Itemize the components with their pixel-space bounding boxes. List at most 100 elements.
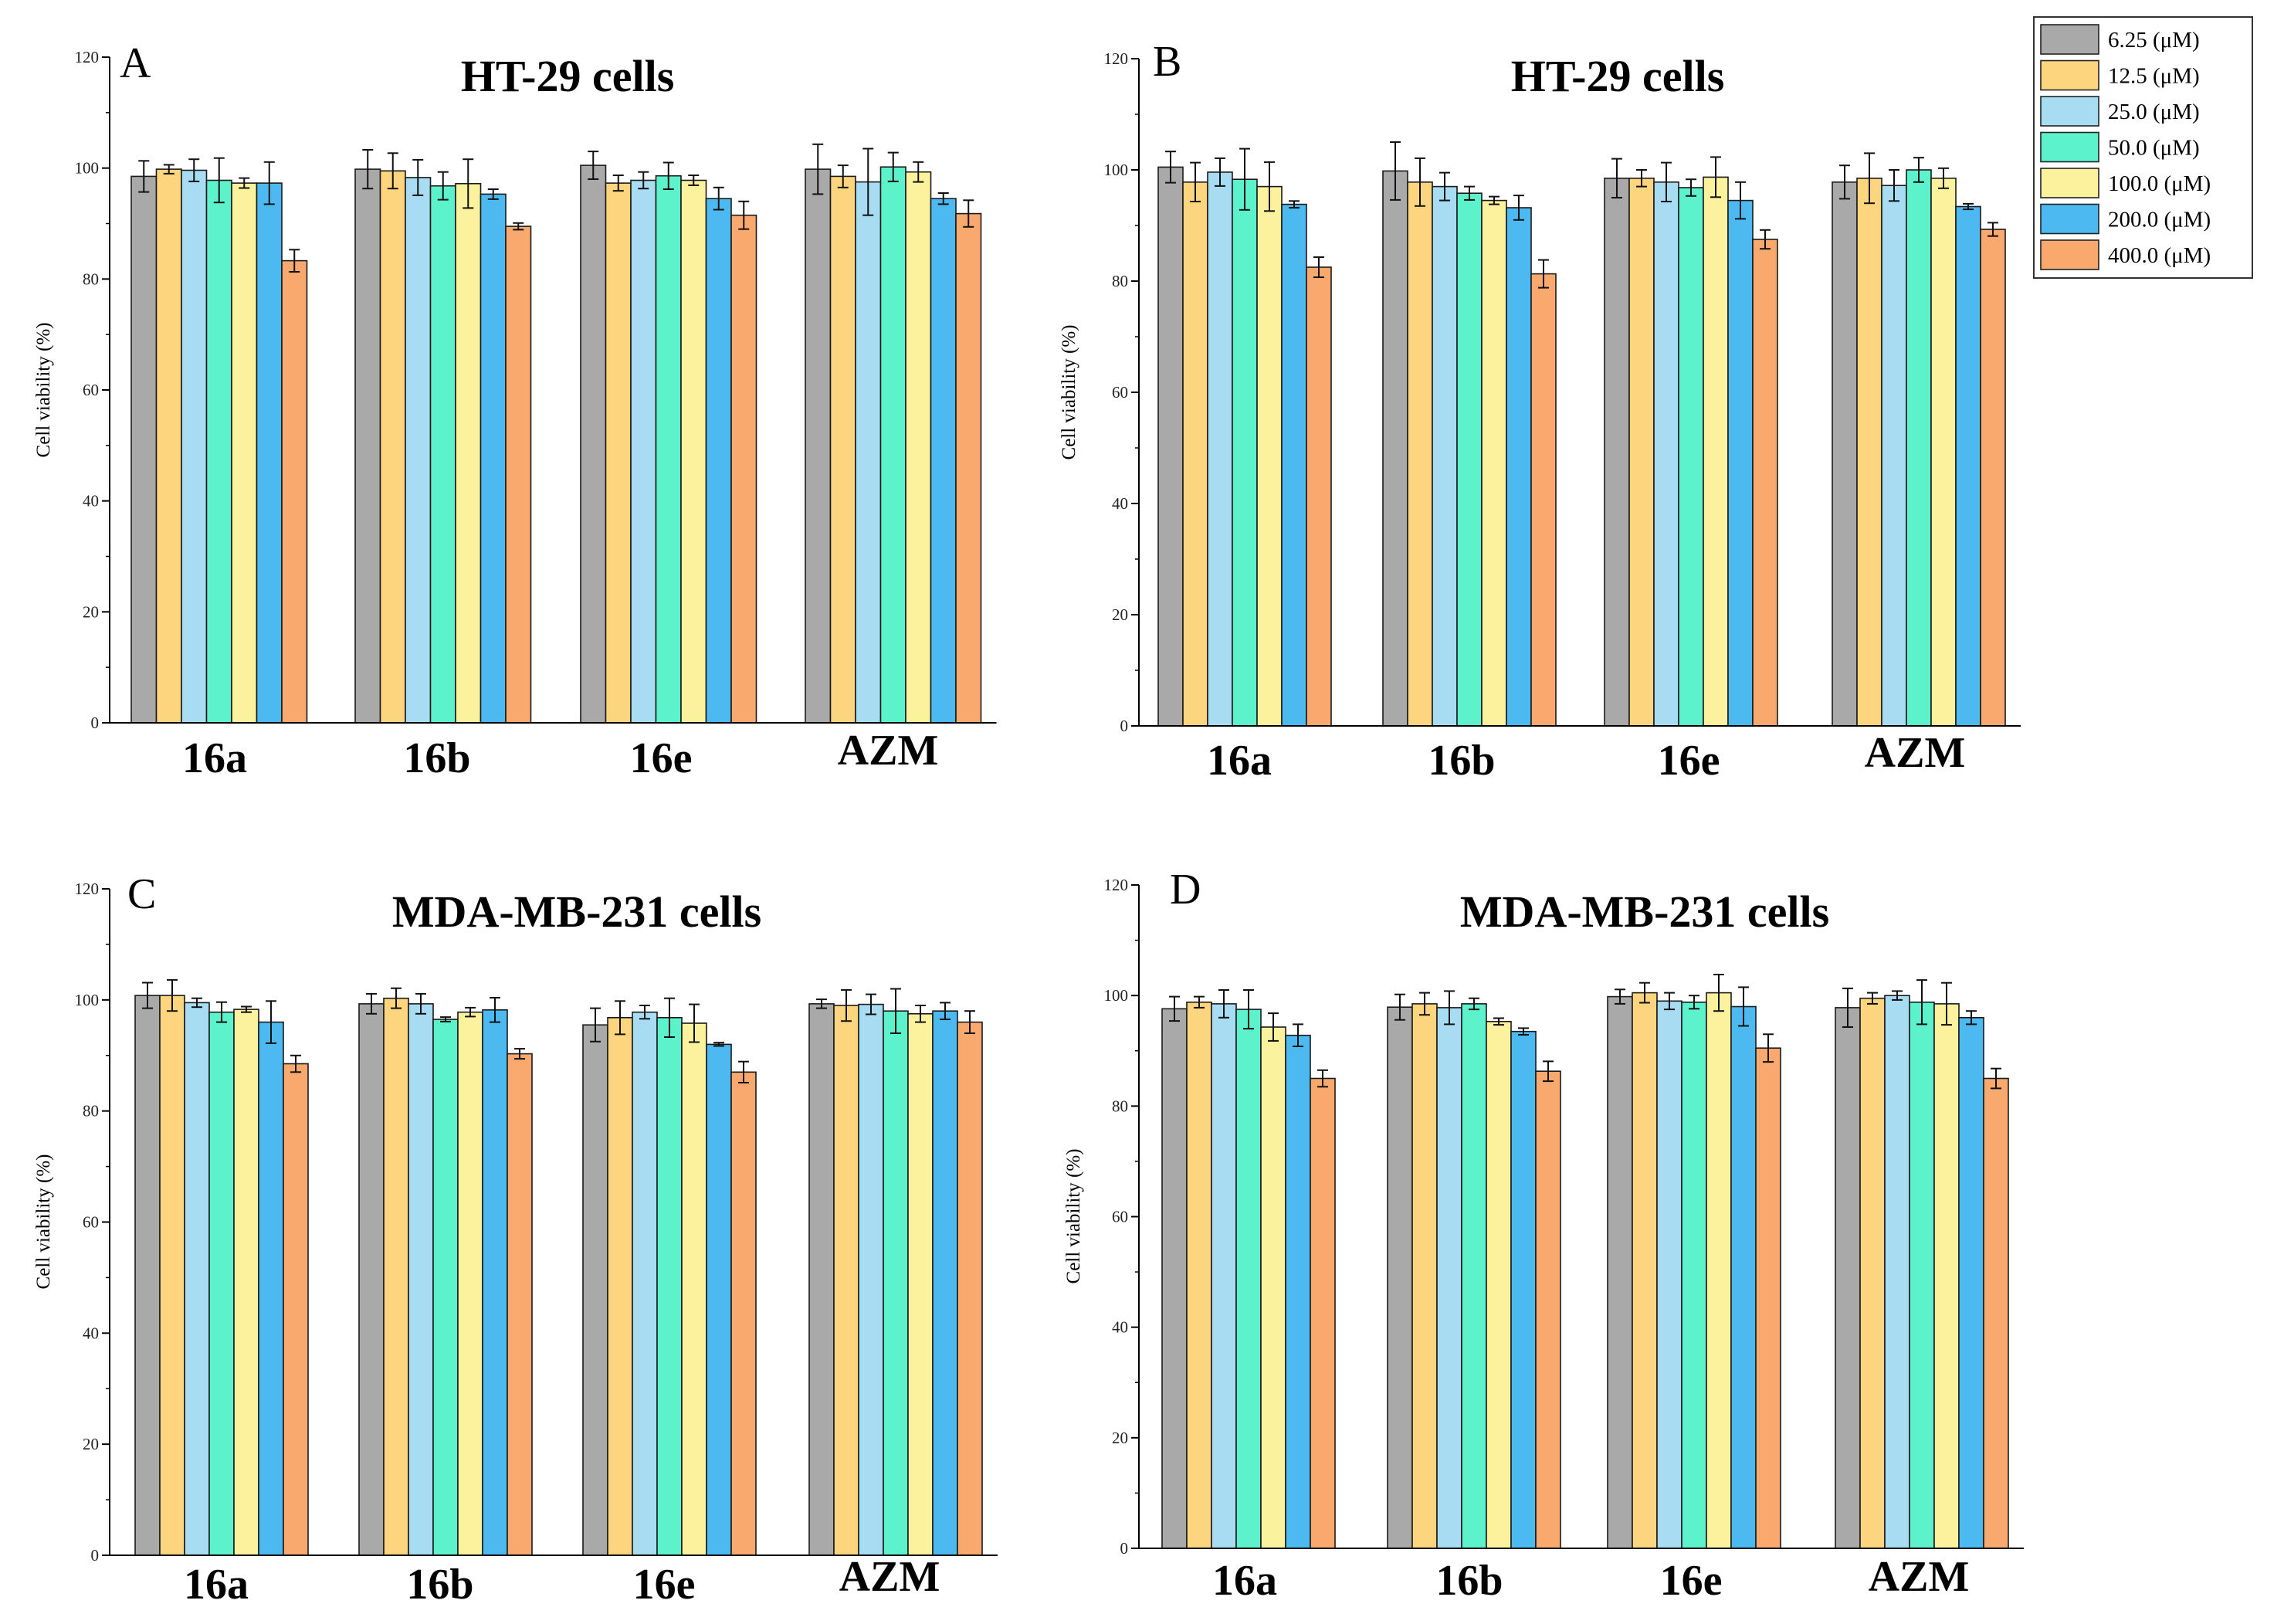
bar (1930, 178, 1957, 727)
bar (582, 1024, 608, 1556)
bar (1656, 1000, 1683, 1549)
bar (1510, 1030, 1537, 1549)
bar (1980, 229, 2006, 727)
y-tick-label: 60 (83, 381, 99, 399)
y-tick-label: 120 (75, 880, 100, 898)
y-tick-label: 20 (83, 602, 99, 621)
bar (1486, 1021, 1512, 1549)
legend: 6.25 (μM) 12.5 (μM) 25.0 (μM) 50.0 (μM) 100.… (2033, 16, 2253, 279)
bar (730, 214, 757, 724)
bar (1703, 176, 1729, 727)
y-tick-label: 20 (1112, 605, 1128, 624)
bar (1432, 185, 1458, 727)
bar (730, 1071, 757, 1556)
category-label: 16e (1658, 737, 1720, 785)
category-label: AZM (839, 1553, 940, 1601)
y-tick-label: 80 (83, 1102, 99, 1121)
bars (130, 143, 982, 724)
y-tick-label: 60 (1112, 1208, 1128, 1226)
bar (905, 171, 932, 724)
y-axis-label: Cell viability (%) (1063, 1149, 1084, 1284)
bar (1387, 1006, 1413, 1549)
bar (1407, 181, 1433, 727)
bar (1983, 1077, 2009, 1549)
bar (957, 1021, 983, 1556)
bar (879, 166, 906, 724)
bar (605, 182, 632, 724)
bar (383, 997, 409, 1556)
bar (1859, 997, 1886, 1549)
bar (1752, 239, 1778, 727)
bar (1678, 187, 1704, 727)
legend-label: 12.5 (μM) (2108, 64, 2200, 89)
y-tick-label: 0 (91, 1546, 100, 1565)
bar (1157, 166, 1184, 727)
y-tick-label: 40 (1112, 494, 1128, 513)
bar (1535, 1070, 1561, 1549)
bar (354, 168, 381, 724)
bar (1653, 181, 1679, 727)
bar (656, 1017, 683, 1556)
legend-swatch (2040, 239, 2099, 270)
bar (680, 179, 707, 724)
bar (1955, 205, 1981, 727)
category-label: 16b (406, 1561, 473, 1609)
bar (1260, 1026, 1286, 1549)
y-axis-label: Cell viability (%) (1059, 325, 1079, 460)
category-label: AZM (1869, 1553, 1970, 1601)
y-tick-label: 60 (1112, 383, 1128, 402)
bar (630, 179, 657, 724)
y-tick-label: 0 (1120, 1539, 1129, 1558)
y-tick-label: 20 (1112, 1429, 1128, 1447)
bar (855, 181, 882, 724)
bar (1604, 178, 1630, 727)
bar (155, 168, 182, 724)
bar (159, 995, 185, 1556)
bar (205, 179, 232, 724)
y-tick-label: 80 (1112, 272, 1128, 290)
bar (932, 1010, 958, 1556)
y-tick-label: 80 (1112, 1097, 1128, 1115)
bar (1285, 1034, 1311, 1549)
category-label: 16e (630, 734, 693, 782)
bar (432, 1019, 459, 1556)
bar (1706, 992, 1732, 1549)
bar (706, 1043, 732, 1556)
bar (1436, 1007, 1462, 1549)
y-tick-label: 40 (1112, 1318, 1128, 1337)
legend-swatch (2040, 203, 2099, 235)
bar (1856, 178, 1882, 727)
panel-letter: C (127, 870, 156, 918)
legend-label: 200.0 (μM) (2108, 208, 2211, 232)
legend-label: 400.0 (μM) (2108, 243, 2211, 268)
bar (507, 1053, 533, 1556)
bar (632, 1011, 658, 1556)
bar (258, 1021, 284, 1556)
y-tick-label: 120 (1104, 876, 1129, 894)
bar (1681, 1002, 1707, 1549)
bars (1157, 141, 2006, 727)
bar (1235, 1009, 1262, 1549)
y-tick-label: 0 (1120, 717, 1129, 735)
y-tick-label: 100 (75, 991, 100, 1009)
panel-title: MDA-MB-231 cells (1460, 887, 1829, 937)
bar (379, 170, 406, 724)
bar (1628, 178, 1655, 727)
legend-swatch (2040, 59, 2099, 91)
bar (833, 1005, 859, 1556)
bar (1958, 1017, 1984, 1549)
y-tick-label: 0 (91, 714, 100, 732)
bar (1310, 1077, 1336, 1549)
bar (1161, 1008, 1188, 1549)
category-label: 16b (1428, 737, 1495, 785)
bar (1182, 181, 1208, 727)
bar (1755, 1047, 1781, 1549)
bar (208, 1011, 235, 1556)
bar (681, 1022, 707, 1556)
bar (705, 198, 732, 724)
bar (1909, 1002, 1935, 1549)
category-label: AZM (838, 727, 939, 775)
category-label: 16b (1435, 1557, 1503, 1605)
bar (1881, 185, 1907, 727)
bar (482, 1009, 508, 1556)
